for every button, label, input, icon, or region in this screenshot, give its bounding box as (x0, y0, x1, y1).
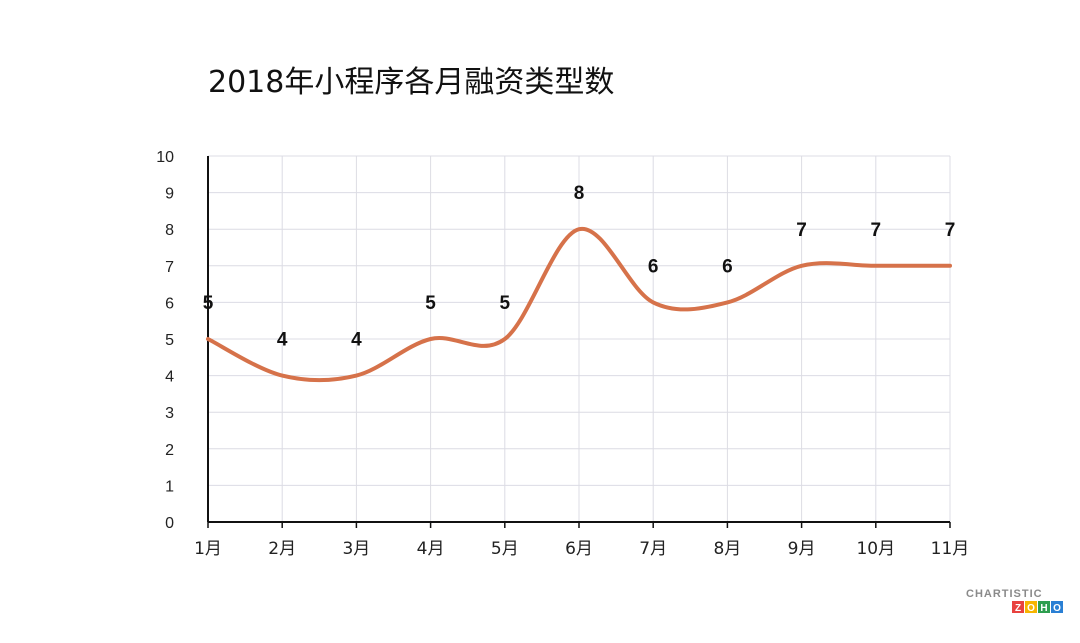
y-tick-label: 9 (165, 186, 174, 203)
logo-block (1038, 601, 1050, 613)
logo-block (1012, 601, 1024, 613)
x-tick-label: 10月 (856, 539, 895, 559)
logo-letter: O (1027, 603, 1035, 614)
y-tick-label: 6 (165, 295, 174, 312)
series (206, 227, 952, 383)
y-tick-label: 2 (165, 442, 174, 459)
watermark-text: CHARTISTIC (966, 588, 1043, 600)
x-tick-label: 3月 (342, 539, 370, 559)
data-label: 7 (945, 220, 956, 241)
chart-title: 2018年小程序各月融资类型数 (208, 65, 614, 100)
y-tick-label: 10 (156, 149, 174, 166)
data-label: 5 (203, 293, 214, 314)
data-label: 4 (351, 330, 362, 351)
data-label: 6 (648, 256, 659, 277)
y-tick-label: 5 (165, 332, 174, 349)
y-tick-label: 1 (165, 478, 174, 495)
grid (208, 155, 951, 522)
data-labels: 5 4 4 5 5 8 6 6 7 7 7 (203, 183, 956, 350)
x-tick-label: 8月 (713, 539, 741, 559)
y-tick-label: 0 (165, 515, 174, 532)
series-line (206, 227, 952, 383)
x-tick-labels: 1月 2月 3月 4月 5月 6月 7月 8月 9月 10月 11月 (194, 539, 969, 559)
data-label: 8 (574, 183, 585, 204)
logo-letter: O (1053, 603, 1061, 614)
x-tick-label: 2月 (268, 539, 296, 559)
x-tick-label: 7月 (639, 539, 667, 559)
logo-letter: H (1040, 603, 1047, 614)
data-label: 4 (277, 330, 288, 351)
x-tick-label: 6月 (565, 539, 593, 559)
x-tick-label: 11月 (931, 539, 970, 559)
x-tick-label: 5月 (491, 539, 519, 559)
logo-block (1051, 601, 1063, 613)
x-tick-label: 9月 (788, 539, 816, 559)
y-tick-label: 8 (165, 222, 174, 239)
y-tick-label: 4 (165, 369, 174, 386)
data-label: 6 (722, 256, 733, 277)
logo-block (1025, 601, 1037, 613)
y-tick-label: 3 (165, 405, 174, 422)
data-label: 7 (871, 220, 882, 241)
y-tick-labels: 0 1 2 3 4 5 6 7 8 9 10 (156, 149, 174, 532)
y-tick-label: 7 (165, 259, 174, 276)
logo-letter: Z (1015, 603, 1021, 614)
data-label: 5 (425, 293, 436, 314)
x-tick-label: 4月 (417, 539, 445, 559)
x-tick-label: 1月 (194, 539, 222, 559)
data-label: 5 (500, 293, 511, 314)
data-label: 7 (796, 220, 807, 241)
